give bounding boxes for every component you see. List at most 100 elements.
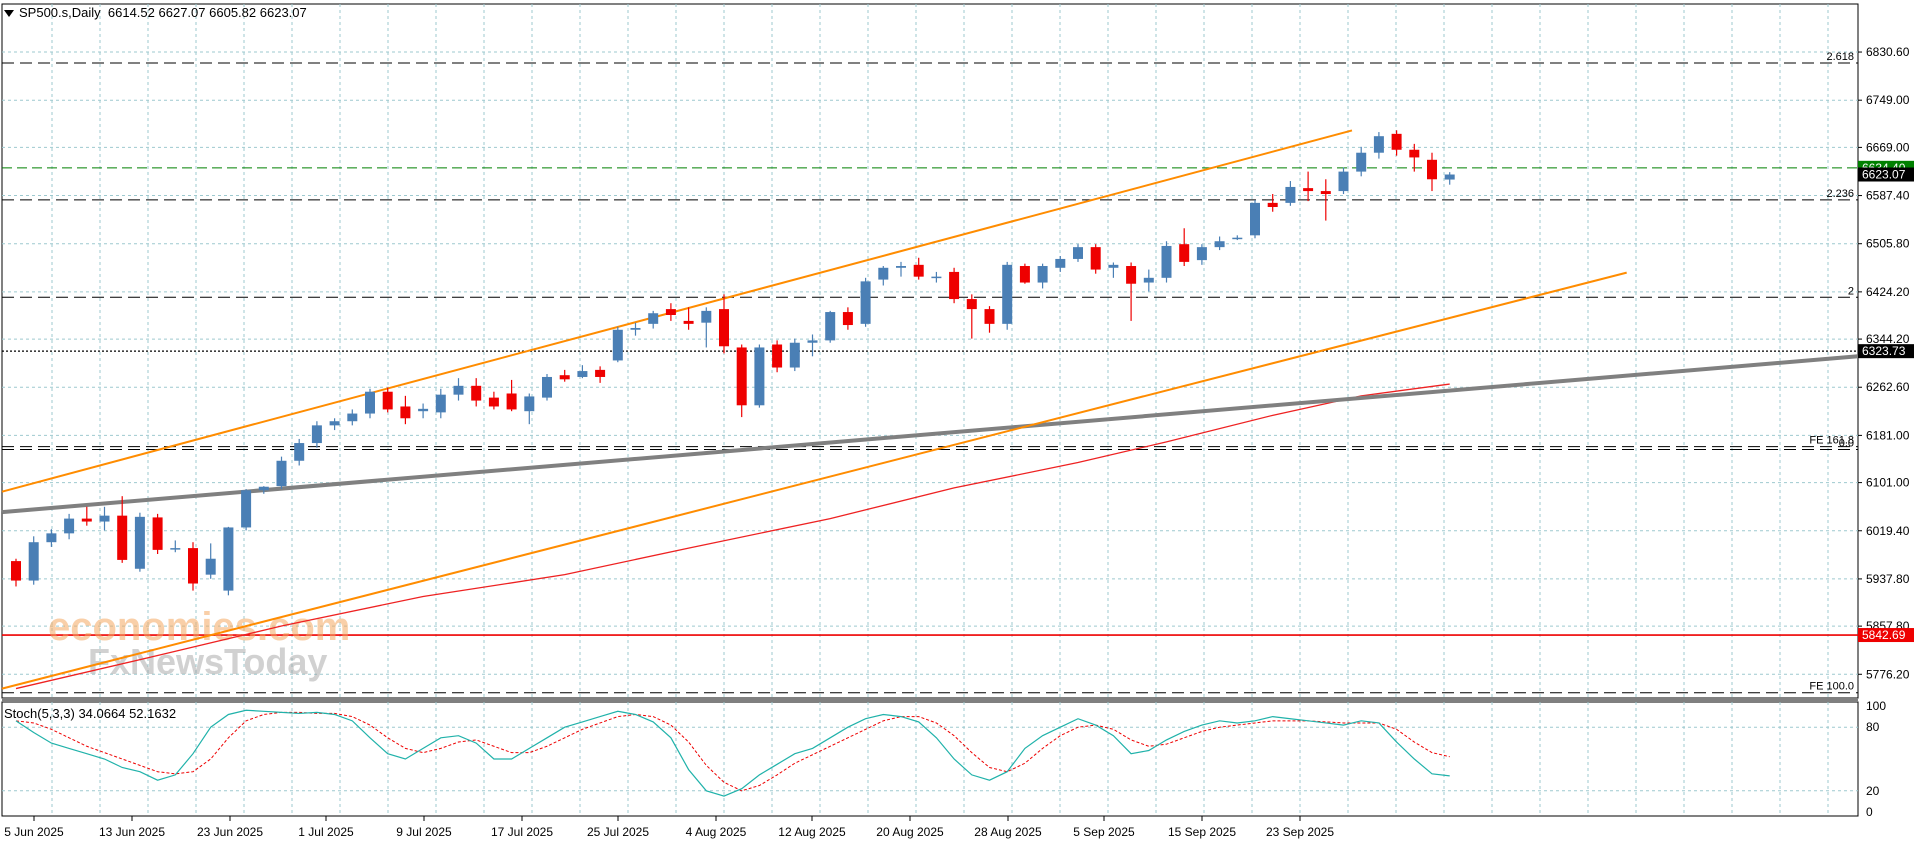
candle-body: [1002, 264, 1013, 324]
grid-group: [2, 4, 1858, 816]
levels-group: 2.618 2.236 2 FE 161.80.0 FE 100.0: [2, 51, 1858, 694]
price-tick-label: 6505.80: [1866, 237, 1910, 251]
candle-body: [435, 394, 446, 413]
price-tick-label: 6830.60: [1866, 45, 1910, 59]
price-tick-label: 6424.20: [1866, 285, 1910, 299]
stoch-tick-label: 20: [1866, 784, 1880, 798]
candle-body: [878, 267, 889, 280]
candle-body: [524, 396, 535, 412]
price-tag: 6623.07: [1858, 167, 1914, 182]
ohlc-low: 6605.82: [209, 5, 257, 20]
candle-body: [488, 397, 499, 407]
candle-body: [754, 347, 765, 406]
candle-body: [1196, 247, 1207, 261]
price-tag-text: 6623.07: [1862, 168, 1906, 182]
price-tag-bg: [1858, 344, 1914, 359]
fibo-level-label: 2.618: [1826, 51, 1854, 63]
fibo-level-label: 2.236: [1826, 188, 1854, 200]
fibo-level-label: 2: [1848, 285, 1854, 297]
stoch-signal-value: 52.1632: [129, 706, 177, 721]
candle-body: [736, 347, 747, 406]
ohlc-close: 6623.07: [259, 5, 307, 20]
price-tick-label: 6101.00: [1866, 476, 1910, 490]
candle-body: [825, 312, 836, 341]
candle-body: [400, 406, 411, 419]
candle-body: [1019, 266, 1030, 283]
candle-body: [1126, 266, 1137, 284]
candle-body: [1161, 245, 1172, 278]
time-tick-label: 9 Jul 2025: [396, 825, 452, 839]
time-tick-label: 17 Jul 2025: [491, 825, 553, 839]
candle-body: [931, 276, 942, 279]
candle-body: [719, 309, 729, 347]
candle-body: [772, 344, 783, 368]
candle-body: [311, 425, 322, 444]
channel-lower-line: [1, 271, 1627, 690]
candle-body: [1427, 159, 1437, 180]
candle-body: [170, 548, 181, 550]
candle-body: [294, 443, 305, 461]
candle-body: [99, 515, 110, 522]
stoch-group: 100 80 20 0: [2, 699, 1886, 819]
symbol-label: SP500.s,Daily: [19, 5, 101, 20]
candle-body: [1108, 264, 1119, 268]
candle-body: [966, 299, 977, 310]
candle-body: [1232, 237, 1243, 240]
candle-body: [1214, 241, 1225, 248]
price-tag-bg: [1858, 167, 1914, 182]
candle-body: [1143, 277, 1154, 283]
price-tick-label: 6181.00: [1866, 428, 1910, 442]
time-axis-ticks: 5 Jun 2025 13 Jun 2025 23 Jun 2025 1 Jul 20…: [4, 816, 1334, 839]
candle-body: [347, 413, 358, 422]
symbol-header: SP500.s,Daily 6614.52 6627.07 6605.82 66…: [4, 5, 307, 20]
price-tick-label: 6587.40: [1866, 189, 1910, 203]
candle-body: [134, 516, 145, 569]
candle-body: [1356, 152, 1367, 172]
stochastic-header: Stoch(5,3,3) 34.0664 52.1632: [4, 706, 176, 721]
time-tick-label: 5 Sep 2025: [1073, 825, 1135, 839]
candle-body: [1391, 133, 1402, 150]
candle-body: [1090, 247, 1101, 270]
candle-body: [365, 391, 375, 414]
candle-body: [81, 518, 92, 522]
candle-body: [896, 266, 906, 268]
candle-body: [205, 558, 216, 575]
fibo-level-label: FE 100.0: [1809, 681, 1854, 693]
time-tick-label: 13 Jun 2025: [99, 825, 165, 839]
stoch-signal-line: [15, 711, 1450, 792]
candle-body: [559, 375, 570, 380]
candle-body: [665, 309, 676, 316]
candle-body: [612, 329, 623, 361]
candle-body: [1055, 258, 1066, 268]
price-tag-text: 6323.73: [1862, 344, 1906, 358]
candle-body: [241, 490, 252, 528]
candle-body: [223, 527, 234, 591]
price-tick-label: 6262.60: [1866, 380, 1910, 394]
candle-body: [64, 518, 75, 534]
time-tick-label: 12 Aug 2025: [778, 825, 846, 839]
watermark-line2: FxNewsToday: [88, 641, 327, 682]
candle-body: [1409, 149, 1420, 158]
channel-upper-line: [1, 129, 1353, 493]
time-tick-label: 28 Aug 2025: [974, 825, 1042, 839]
candle-body: [984, 309, 995, 324]
time-tick-label: 1 Jul 2025: [298, 825, 354, 839]
price-tick-label: 6019.40: [1866, 524, 1910, 538]
price-tick-label: 5776.20: [1866, 667, 1910, 681]
ohlc-high: 6627.07: [158, 5, 206, 20]
candle-body: [1303, 188, 1314, 192]
candle-body: [1179, 244, 1190, 262]
stoch-main-value: 34.0664: [78, 706, 126, 721]
collapse-triangle-icon[interactable]: [4, 10, 14, 18]
price-tag-bg: [1858, 628, 1914, 643]
candle-body: [1338, 171, 1349, 192]
candle-body: [595, 369, 606, 377]
candle-body: [471, 385, 482, 401]
time-tick-label: 15 Sep 2025: [1168, 825, 1236, 839]
price-tag: 6323.73: [1858, 344, 1914, 359]
candle-body: [807, 340, 818, 343]
price-tick-label: 6669.00: [1866, 140, 1910, 154]
price-tag: 5842.69: [1858, 628, 1914, 643]
candles-group: [11, 130, 1455, 596]
